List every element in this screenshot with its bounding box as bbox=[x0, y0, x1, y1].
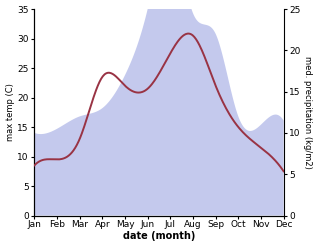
X-axis label: date (month): date (month) bbox=[123, 231, 195, 242]
Y-axis label: max temp (C): max temp (C) bbox=[5, 83, 15, 141]
Y-axis label: med. precipitation (kg/m2): med. precipitation (kg/m2) bbox=[303, 56, 313, 169]
